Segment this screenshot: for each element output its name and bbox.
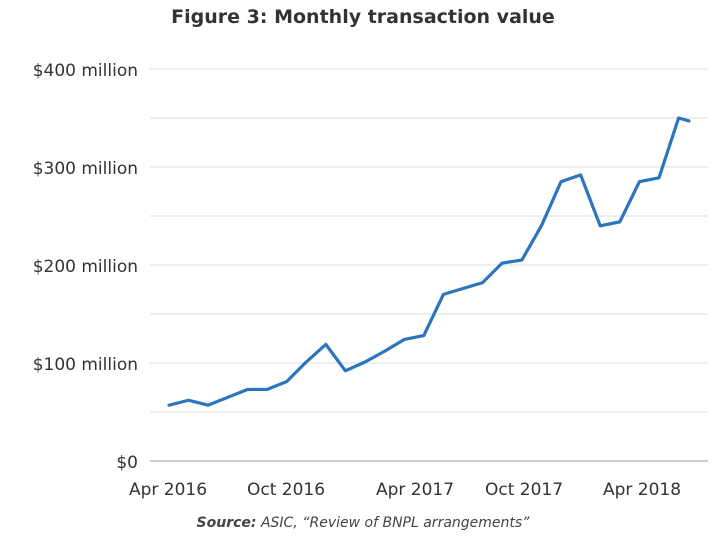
x-tick-label: Apr 2018 — [603, 480, 681, 500]
y-tick-label: $0 — [116, 453, 138, 473]
y-tick-label: $200 million — [33, 257, 138, 277]
series-line — [167, 116, 691, 407]
x-tick-label: Apr 2017 — [376, 480, 454, 500]
x-axis-ticks: Apr 2016 Oct 2016 Apr 2017 Oct 2017 Apr 2018 — [129, 480, 681, 500]
source-note: Source: ASIC, “Review of BNPL arrangemen… — [0, 515, 726, 531]
y-axis-ticks: $0 $100 million $200 million $300 million $4… — [33, 61, 138, 473]
x-tick-label: Oct 2017 — [485, 480, 563, 500]
source-label: Source: — [196, 515, 257, 531]
y-tick-label: $100 million — [33, 355, 138, 375]
chart-title: Figure 3: Monthly transaction value — [171, 6, 555, 28]
y-tick-label: $400 million — [33, 61, 138, 81]
y-tick-label: $300 million — [33, 159, 138, 179]
gridlines — [150, 68, 708, 462]
x-tick-label: Oct 2016 — [247, 480, 325, 500]
x-tick-label: Apr 2016 — [129, 480, 207, 500]
series-line-group — [167, 116, 691, 407]
source-text: ASIC, “Review of BNPL arrangements” — [256, 515, 530, 531]
